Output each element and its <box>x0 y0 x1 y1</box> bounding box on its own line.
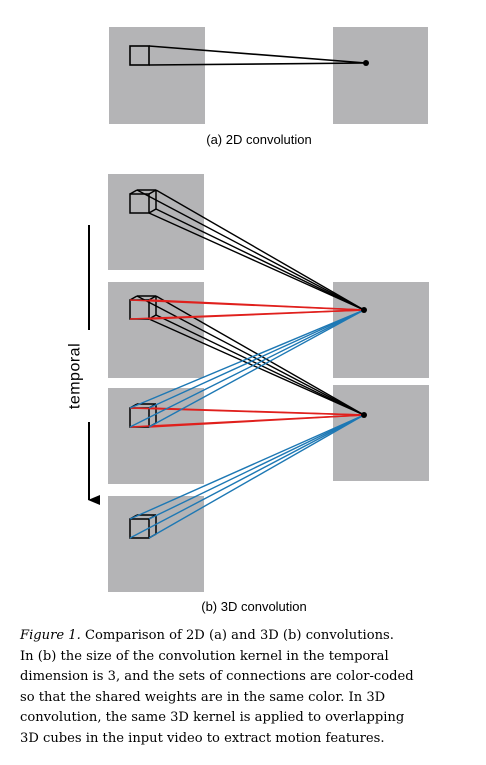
input-frame-4 <box>108 496 204 592</box>
output-frame-2d <box>333 27 428 124</box>
figure-caption: Figure 1. Comparison of 2D (a) and 3D (b… <box>20 626 468 750</box>
diagram-3d: temporal (b) 3D convolution <box>67 174 429 614</box>
input-frame-1 <box>108 174 204 270</box>
caption-label: Figure 1. <box>20 628 81 643</box>
input-frame-2d <box>109 27 205 124</box>
subcaption-3d: (b) 3D convolution <box>201 599 307 614</box>
caption-line-1: Figure 1. Comparison of 2D (a) and 3D (b… <box>20 626 468 647</box>
output-frame-1 <box>333 282 429 378</box>
caption-line-1-text: Comparison of 2D (a) and 3D (b) convolut… <box>84 628 394 643</box>
output-frame-2 <box>333 385 429 481</box>
caption-line-5: convolution, the same 3D kernel is appli… <box>20 710 405 726</box>
connections-black <box>136 189 365 416</box>
caption-line-3: dimension is 3, and the sets of connecti… <box>20 669 414 685</box>
convolution-figure: (a) 2D convolution <box>67 27 429 614</box>
caption-line-6: 3D cubes in the input video to extract m… <box>20 730 385 746</box>
input-frame-3 <box>108 388 204 484</box>
subcaption-2d: (a) 2D convolution <box>206 132 312 147</box>
caption-line-2: In (b) the size of the convolution kerne… <box>20 648 389 664</box>
temporal-label-bg <box>80 330 98 422</box>
connections-blue <box>129 309 365 539</box>
output-point-2 <box>361 412 367 418</box>
diagram-2d: (a) 2D convolution <box>109 27 428 147</box>
output-point-2d <box>363 60 369 66</box>
caption-line-4: so that the shared weights are in the sa… <box>20 689 386 705</box>
connections-red <box>129 299 365 428</box>
output-point-1 <box>361 307 367 313</box>
temporal-label: temporal <box>67 343 84 409</box>
kernel-2d <box>129 45 367 66</box>
